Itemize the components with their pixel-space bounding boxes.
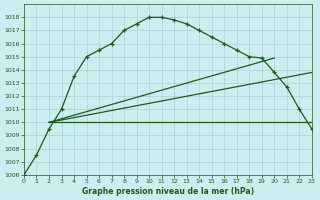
X-axis label: Graphe pression niveau de la mer (hPa): Graphe pression niveau de la mer (hPa) <box>82 187 254 196</box>
